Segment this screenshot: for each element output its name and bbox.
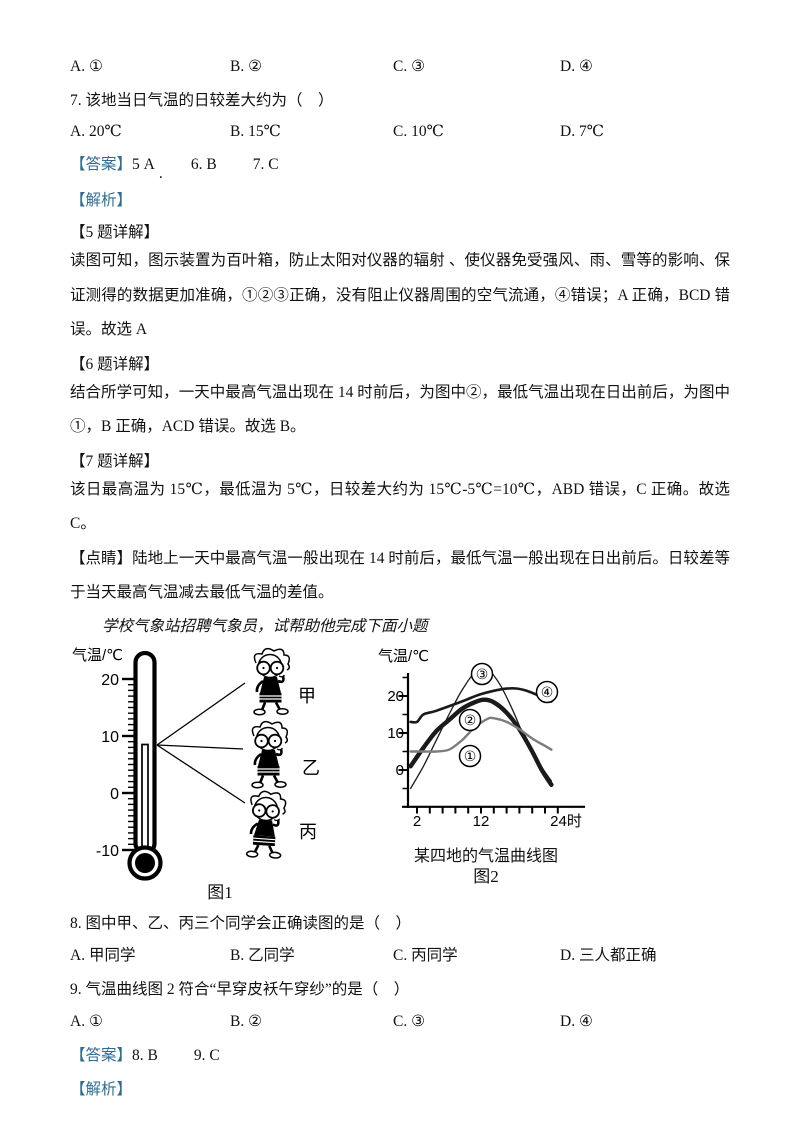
analysis-heading-2: 【解析】 (70, 1079, 730, 1101)
analysis-heading-1: 【解析】 (70, 190, 730, 212)
answer-line-8-9: 【答案】8. B 9. C (70, 1045, 730, 1067)
temperature-curve-chart: 气温/℃ ① ② ③ ④ 2 12 24时 0 10 20 (378, 648, 585, 830)
svg-text:10: 10 (387, 725, 404, 742)
svg-text:20: 20 (101, 672, 119, 689)
option-c: C. ③ (393, 58, 425, 75)
option-c: C. 丙同学 (393, 946, 458, 964)
option-a: A. ① (70, 58, 103, 75)
option-d: D. 7℃ (560, 123, 605, 140)
figure-2-temperature-curves: 气温/℃ ① ② ③ ④ 2 12 24时 0 10 20 某四地的气温曲线图 图2 (370, 645, 602, 887)
question-9-stem: 9. 气温曲线图 2 符合“早穿皮袄午穿纱”的是（ ） (70, 980, 410, 998)
option-d: D. 三人都正确 (560, 946, 657, 964)
option-b: B. ② (230, 58, 262, 75)
svg-text:0: 0 (110, 786, 119, 803)
answer-5: 5 A (132, 156, 155, 173)
question-7-stem: 7. 该地当日气温的日较差大约为（ ） (70, 92, 334, 109)
thermometer-scale-ticks (122, 677, 135, 851)
student-labels: 甲 乙 丙 (298, 686, 320, 842)
question-7-options: A. 20℃ B. 15℃ C. 10℃ D. 7℃ (70, 121, 730, 143)
tip-tag: 【点睛】 (70, 549, 133, 567)
question-8-options: A. 甲同学 B. 乙同学 C. 丙同学 D. 三人都正确 (70, 945, 730, 967)
student-yi-figure (250, 719, 289, 789)
svg-text:20: 20 (387, 688, 404, 705)
answer-tag: 【答案】 (70, 1046, 133, 1064)
thermometer (127, 650, 163, 881)
student-jia-figure (252, 646, 291, 716)
option-d: D. ④ (560, 1012, 593, 1030)
option-b: B. ② (230, 1012, 262, 1030)
detail-5-text: 读图可知，图示装置为百叶箱，防止太阳对仪器的辐射 、使仪器免受强风、雨、雪等的影… (70, 252, 730, 338)
svg-text:0: 0 (396, 762, 404, 779)
detail-7-heading: 【7 题详解】 (70, 452, 160, 470)
option-c: C. ③ (393, 1012, 425, 1030)
figure-2-title: 某四地的气温曲线图 (413, 847, 558, 865)
svg-text:①: ① (464, 748, 477, 764)
detail-5-heading: 【5 题详解】 (70, 224, 160, 241)
analysis-tag: 【解析】 (70, 192, 133, 209)
detail-6-heading: 【6 题详解】 (70, 355, 160, 373)
answer-line-5-6-7: 【答案】5 A.6. B 7. C (70, 156, 279, 182)
svg-text:24时: 24时 (550, 813, 582, 830)
svg-text:④: ④ (541, 684, 554, 700)
svg-text:乙: 乙 (302, 758, 320, 778)
question-9-options: A. ① B. ② C. ③ D. ④ (70, 1011, 730, 1033)
thermometer-scale-labels: 20 10 0 -10 (96, 672, 119, 860)
answer-8: 8. B (132, 1046, 158, 1064)
figures-row: 气温/℃ 20 10 0 -10 (70, 645, 730, 903)
question-8-stem: 8. 图中甲、乙、丙三个同学会正确读图的是（ ） (70, 914, 412, 932)
mercury-bulb (135, 852, 155, 873)
chart-curves (408, 664, 554, 789)
question-6-options: A. ① B. ② C. ③ D. ④ (70, 56, 730, 78)
svg-text:10: 10 (101, 729, 119, 746)
option-a: A. ① (70, 1012, 103, 1030)
reading-sight-lines (156, 681, 246, 804)
svg-text:丙: 丙 (299, 822, 317, 842)
chart-tick-labels: 2 12 24时 0 10 20 (387, 688, 582, 830)
svg-text:-10: -10 (96, 843, 119, 860)
svg-text:甲: 甲 (298, 686, 316, 706)
answer-7: 7. C (252, 156, 279, 173)
analysis-tag: 【解析】 (70, 1080, 133, 1098)
svg-text:2: 2 (413, 813, 421, 830)
svg-text:②: ② (464, 712, 477, 728)
detail-7-text: 该日最高温为 15℃，最低温为 5℃，日较差大约为 15℃-5℃=10℃，ABD… (70, 480, 730, 533)
answer-tag: 【答案】 (70, 156, 133, 173)
tip-text: 陆地上一天中最高气温一般出现在 14 时前后，最低气温一般出现在日出前后。日较差… (70, 549, 730, 602)
option-a: A. 20℃ (70, 123, 122, 140)
option-a: A. 甲同学 (70, 946, 136, 964)
figure-2-caption: 图2 (473, 866, 499, 886)
option-d: D. ④ (560, 58, 593, 75)
option-c: C. 10℃ (393, 123, 444, 140)
thermometer-diagram: 气温/℃ 20 10 0 -10 (72, 646, 320, 881)
answer-6: 6. B (190, 156, 217, 173)
thermometer-axis-label: 气温/℃ (72, 647, 123, 664)
tip-paragraph: 【点睛】陆地上一天中最高气温一般出现在 14 时前后，最低气温一般出现在日出前后… (70, 542, 730, 611)
section-intro-italic: 学校气象站招聘气象员，试帮助他完成下面小题 (102, 617, 428, 635)
chart-axes (398, 672, 585, 813)
answer-9: 9. C (193, 1046, 220, 1064)
chart-curve-labels: ① ② ③ ④ (458, 662, 559, 767)
detail-6-text: 结合所学可知，一天中最高气温出现在 14 时前后，为图中②，最低气温出现在日出前… (70, 383, 730, 436)
figure-1-thermometer: 气温/℃ 20 10 0 -10 (70, 645, 370, 903)
figure-1-caption: 图1 (207, 882, 233, 902)
option-b: B. 15℃ (230, 123, 281, 140)
option-b: B. 乙同学 (230, 946, 295, 964)
svg-text:③: ③ (476, 666, 489, 682)
chart-y-axis-label: 气温/℃ (378, 648, 429, 665)
student-bing-figure (245, 788, 288, 860)
svg-text:12: 12 (473, 813, 490, 830)
